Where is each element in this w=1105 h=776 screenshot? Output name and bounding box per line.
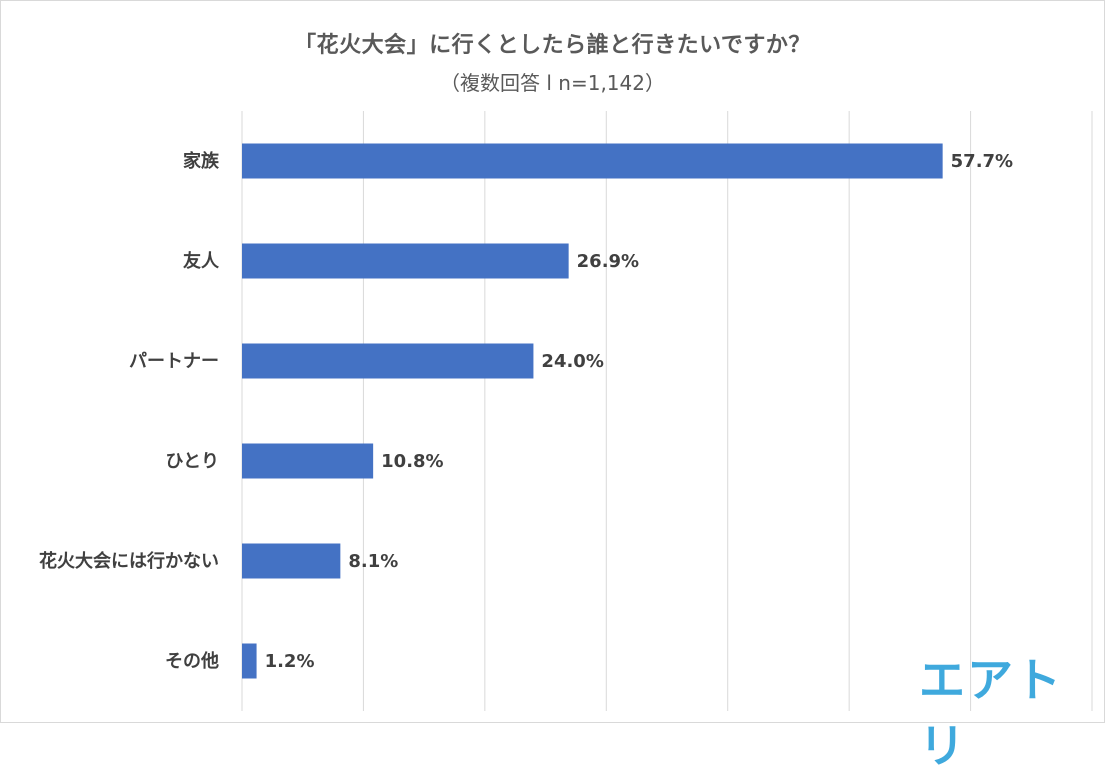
bar bbox=[242, 443, 374, 479]
bar bbox=[242, 143, 943, 179]
value-label: 26.9% bbox=[577, 251, 639, 272]
value-label: 57.7% bbox=[951, 151, 1013, 172]
value-label: 8.1% bbox=[348, 551, 398, 572]
value-label: 1.2% bbox=[265, 651, 315, 672]
category-label: その他 bbox=[165, 650, 219, 672]
bar bbox=[242, 243, 569, 279]
category-label: 家族 bbox=[183, 150, 220, 172]
value-label: 10.8% bbox=[381, 451, 443, 472]
bar bbox=[242, 643, 257, 679]
airtrip-logo: エアトリ bbox=[919, 653, 1063, 773]
bar bbox=[242, 343, 534, 379]
value-label: 24.0% bbox=[541, 351, 603, 372]
chart-title: 「花火大会」に行くとしたら誰と行きたいですか？ bbox=[294, 33, 811, 58]
chart-subtitle: （複数回答 l n=1,142） bbox=[440, 71, 665, 95]
category-label: 花火大会には行かない bbox=[39, 550, 219, 572]
category-label: 友人 bbox=[183, 250, 220, 272]
bar-chart: 家族 57.7% 友人 26.9% パートナー 24.0% ひとり 10.8% 花火大会には行か… bbox=[39, 111, 1093, 711]
category-label: ひとり bbox=[166, 451, 219, 472]
category-label: パートナー bbox=[129, 351, 219, 372]
bar bbox=[242, 543, 341, 579]
